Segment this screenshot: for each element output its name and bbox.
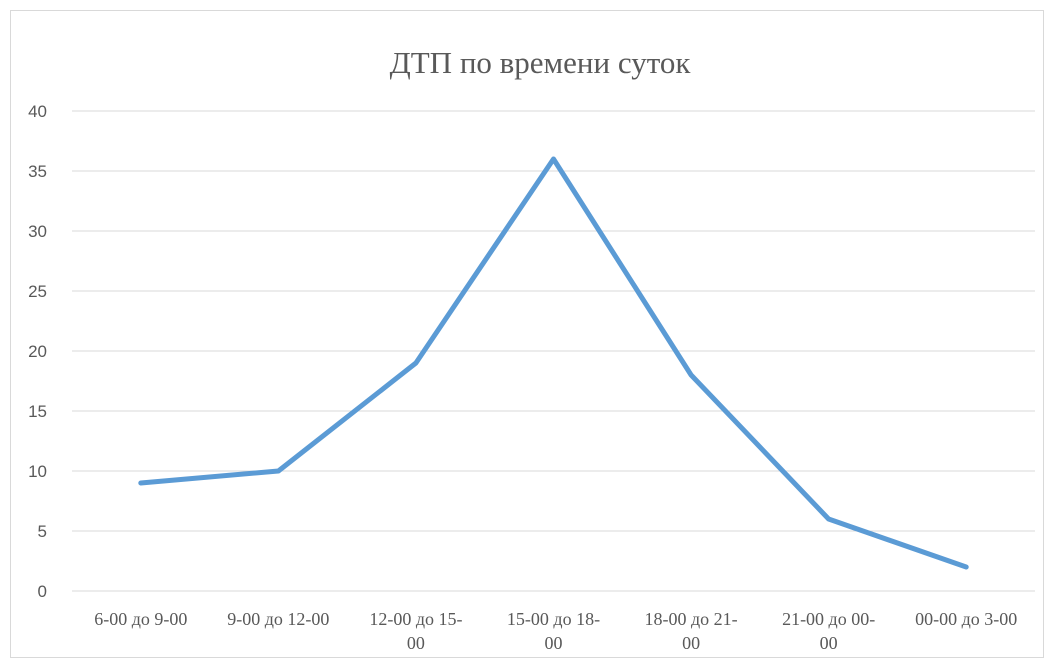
x-tick-label-line: 00-00 до 3-00 — [915, 609, 1017, 629]
x-axis-tick-labels: 6-00 до 9-00 9-00 до 12-00 12-00 до 15-001… — [94, 609, 1017, 653]
x-tick-label: 00-00 до 3-00 — [915, 609, 1017, 629]
x-tick-label: 12-00 до 15- 00 — [369, 609, 462, 653]
x-tick-label-line: 6-00 до 9-00 — [94, 609, 187, 629]
y-tick-label: 25 — [28, 282, 47, 301]
x-tick-label-line: 00 — [820, 633, 838, 653]
y-tick-label: 35 — [28, 162, 47, 181]
x-tick-label-line: 21-00 до 00- — [782, 609, 875, 629]
y-tick-label: 20 — [28, 342, 47, 361]
x-tick-label-line: 18-00 до 21- — [644, 609, 737, 629]
y-tick-label: 15 — [28, 402, 47, 421]
x-tick-label-line: 00 — [682, 633, 700, 653]
x-tick-label-line: 00 — [545, 633, 563, 653]
series-line — [138, 156, 969, 570]
gridlines — [72, 110, 1035, 592]
chart-frame — [10, 10, 1044, 658]
y-tick-label: 0 — [38, 582, 47, 601]
chart-title: ДТП по времени суток — [390, 45, 692, 80]
x-tick-label-line: 9-00 до 12-00 — [227, 609, 329, 629]
y-tick-label: 5 — [38, 522, 47, 541]
y-tick-label: 30 — [28, 222, 47, 241]
x-tick-label: 21-00 до 00- 00 — [782, 609, 875, 653]
x-tick-label-line: 12-00 до 15- — [369, 609, 462, 629]
x-tick-label: 9-00 до 12-00 — [227, 609, 329, 629]
x-tick-label-line: 15-00 до 18- — [507, 609, 600, 629]
x-tick-label: 6-00 до 9-00 — [94, 609, 187, 629]
x-tick-label: 18-00 до 21- 00 — [644, 609, 737, 653]
y-axis-tick-labels: 0 5 10 15 20 25 30 35 40 — [28, 102, 47, 601]
y-tick-label: 40 — [28, 102, 47, 121]
x-tick-label-line: 00 — [407, 633, 425, 653]
y-tick-label: 10 — [28, 462, 47, 481]
series-layer — [138, 156, 969, 570]
x-tick-label: 15-00 до 18- 00 — [507, 609, 600, 653]
